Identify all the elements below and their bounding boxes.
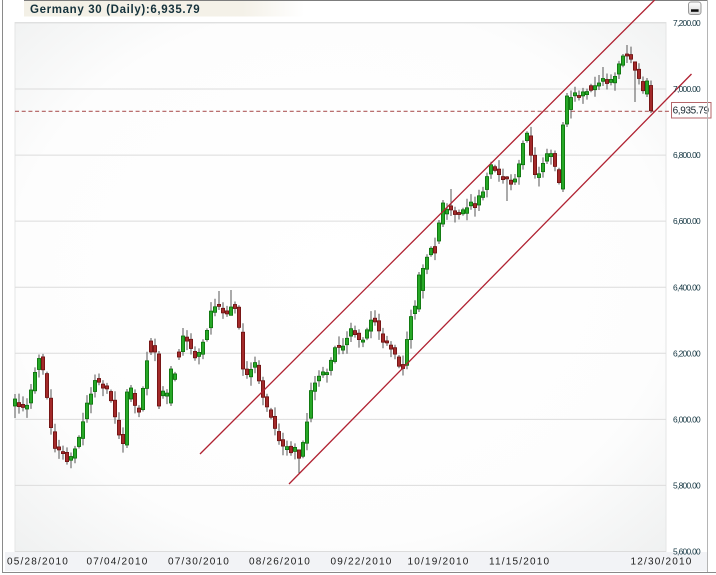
svg-text:5,600.00: 5,600.00 <box>673 547 701 557</box>
svg-text:11/15/2010: 11/15/2010 <box>489 557 550 568</box>
svg-text:7,000.00: 7,000.00 <box>673 84 701 94</box>
svg-text:12/30/2010: 12/30/2010 <box>631 557 693 568</box>
svg-text:09/22/2010: 09/22/2010 <box>331 557 393 568</box>
svg-text:6,600.00: 6,600.00 <box>673 216 701 226</box>
svg-text:08/26/2010: 08/26/2010 <box>249 557 311 568</box>
svg-text:6,000.00: 6,000.00 <box>673 415 701 425</box>
svg-text:7,200.00: 7,200.00 <box>673 18 701 28</box>
svg-text:6,400.00: 6,400.00 <box>673 282 701 292</box>
svg-text:05/28/2010: 05/28/2010 <box>7 557 69 568</box>
svg-text:6,800.00: 6,800.00 <box>673 150 701 160</box>
svg-text:6,200.00: 6,200.00 <box>673 348 701 358</box>
svg-text:10/19/2010: 10/19/2010 <box>408 557 470 568</box>
svg-text:5,800.00: 5,800.00 <box>673 481 701 491</box>
svg-text:07/30/2010: 07/30/2010 <box>168 557 230 568</box>
svg-text:6,935.79: 6,935.79 <box>673 106 710 117</box>
svg-text:Germany 30 (Daily):6,935.79: Germany 30 (Daily):6,935.79 <box>30 4 200 16</box>
svg-text:07/04/2010: 07/04/2010 <box>87 557 149 568</box>
